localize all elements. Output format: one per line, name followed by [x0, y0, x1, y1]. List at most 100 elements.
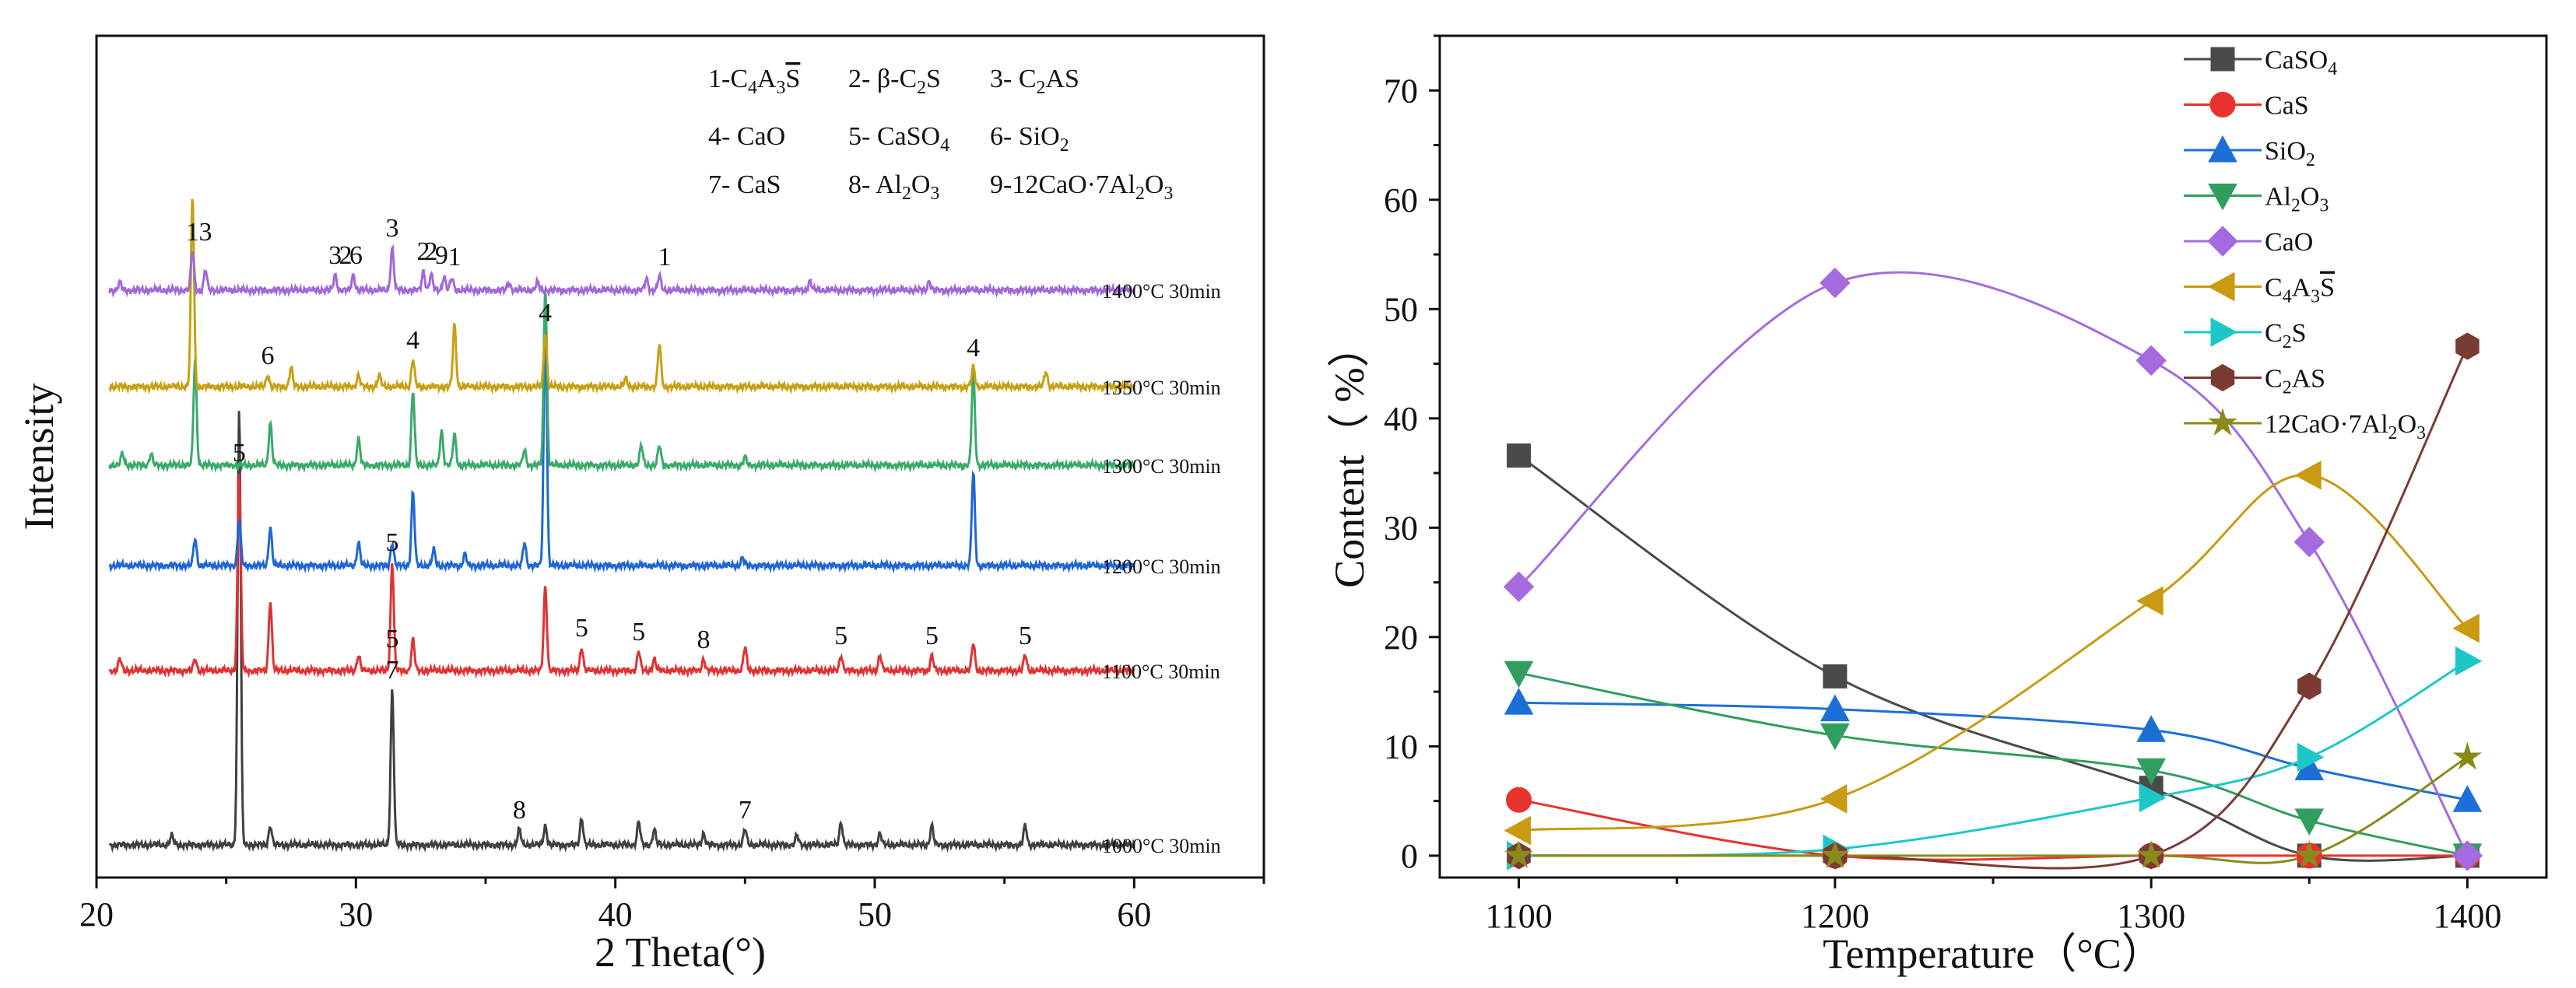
peak-annotation: 1 — [448, 243, 462, 272]
data-point — [2297, 742, 2325, 773]
peak-annotation: 9 — [435, 241, 448, 270]
content-y-ticks: 0 10 20 30 40 50 60 70 — [1384, 34, 1440, 875]
xrd-series-label: 1200°C 30min — [1102, 555, 1221, 578]
peak-annotation: 3 — [386, 214, 399, 243]
xrd-series-label: 1400°C 30min — [1102, 280, 1221, 303]
peak-annotation: 8 — [513, 796, 526, 825]
data-point — [2136, 840, 2166, 868]
data-point — [1820, 723, 1850, 751]
xrd-y-axis-label: Intensity — [16, 384, 62, 531]
xrd-series-label: 1100°C 30min — [1102, 660, 1220, 683]
label-part: 2 — [2291, 196, 2301, 216]
peak-annotation: 4 — [967, 334, 980, 363]
peak-annotation: 6 — [349, 241, 363, 270]
x-tick-label: 40 — [598, 895, 633, 934]
data-point — [1506, 787, 1532, 813]
data-point — [2452, 741, 2483, 770]
data-point — [1504, 688, 1534, 715]
label-part: O — [911, 170, 931, 199]
label-part: S — [785, 65, 800, 93]
data-point — [2452, 785, 2483, 812]
xrd-plot-frame — [95, 34, 1265, 879]
label-part: S — [2292, 319, 2307, 348]
data-point — [1504, 815, 1532, 846]
label-part: 4 — [940, 135, 949, 156]
label-part: 2 — [2388, 423, 2398, 443]
label-part: 4 — [2283, 287, 2292, 307]
label-part: 3 — [2319, 196, 2329, 216]
peak-annotation: 8 — [697, 625, 711, 654]
y-tick-label: 0 — [1401, 837, 1418, 875]
content-line-al2o3 — [1518, 671, 2468, 857]
phase-number: 4- — [708, 122, 730, 151]
label-part: A — [757, 65, 777, 93]
x-tick-label: 1200 — [1801, 897, 1869, 935]
legend-marker — [2210, 317, 2238, 347]
data-point — [2294, 808, 2325, 836]
legend-label: SiO2 — [2265, 137, 2315, 170]
label-part: 2 — [1135, 184, 1145, 204]
xrd-x-ticks: 20 30 40 50 60 — [79, 878, 1265, 934]
data-point — [2293, 526, 2325, 558]
peak-annotation: 5 — [386, 528, 399, 557]
xrd-pattern-1 — [108, 411, 1135, 853]
x-tick-label: 60 — [1117, 895, 1151, 934]
label-part: 3 — [2311, 287, 2320, 307]
label-part: CaSO — [2265, 46, 2328, 75]
phase-legend-entry: 1-C4A3S — [708, 65, 800, 98]
phase-legend-entry: 2- β-C2S — [848, 65, 941, 98]
legend-marker — [2208, 408, 2237, 436]
data-point — [1504, 660, 1534, 688]
label-part: O — [1145, 170, 1164, 199]
label-part: 2 — [2306, 150, 2315, 170]
peak-annotation: 1 — [658, 243, 672, 272]
peak-annotation: 7 — [739, 796, 752, 825]
label-part: 12CaO·7Al — [2265, 410, 2388, 439]
content-y-axis-label: Content（ %） — [1326, 325, 1373, 587]
data-point — [1820, 783, 1848, 814]
label-part: 2 — [917, 78, 926, 98]
peak-annotation: 5 — [1019, 622, 1032, 650]
data-point — [2139, 783, 2167, 813]
peak-annotation: 4 — [539, 299, 552, 328]
label-part: 3 — [2416, 423, 2426, 443]
xrd-pattern-6 — [108, 243, 1135, 299]
label-part: S — [2320, 274, 2335, 303]
label-part: 3 — [1163, 184, 1173, 204]
data-point — [2455, 646, 2483, 676]
peak-annotation: 5 — [925, 622, 939, 650]
content-x-ticks: 1100 1200 1300 1400 — [1485, 878, 2501, 935]
peak-annotation: 2 — [425, 237, 438, 266]
peak-annotation: 6 — [261, 342, 275, 370]
content-curves — [1518, 271, 2469, 870]
content-line-caso4 — [1518, 454, 2468, 862]
phase-legend-entry: 9-12CaO·7Al2O3 — [990, 170, 1173, 204]
phase-number: 5- — [848, 122, 870, 151]
label-part: β-C — [870, 65, 917, 93]
label-part: 4 — [748, 78, 757, 98]
legend-label: Al2O3 — [2265, 183, 2329, 216]
content-legend: CaSO4CaSSiO2Al2O3CaOC4A3SC2SC2AS12CaO·7A… — [2184, 46, 2426, 443]
phase-number: 6- — [990, 122, 1012, 151]
legend-label: CaS — [2265, 92, 2309, 121]
peak-annotation: 7 — [386, 656, 399, 685]
phase-legend-entry: 8- Al2O3 — [848, 170, 939, 204]
x-tick-label: 20 — [79, 895, 114, 934]
data-point — [2451, 840, 2483, 871]
label-part: Al — [870, 170, 902, 199]
phase-number: 7- — [708, 170, 730, 199]
label-part: CaS — [2265, 92, 2309, 121]
content-line-sio2 — [1518, 701, 2468, 801]
y-tick-label: 60 — [1384, 181, 1418, 219]
label-part: 2 — [902, 184, 911, 204]
label-part: SiO — [2265, 137, 2306, 166]
y-tick-label: 10 — [1384, 727, 1418, 766]
y-tick-label: 40 — [1384, 400, 1418, 438]
data-point — [1823, 664, 1848, 688]
phase-legend-entry: 7- CaS — [708, 170, 781, 199]
label-part: O — [2398, 410, 2417, 439]
phase-number: 2- — [848, 65, 870, 93]
xrd-pattern-4 — [108, 291, 1135, 474]
